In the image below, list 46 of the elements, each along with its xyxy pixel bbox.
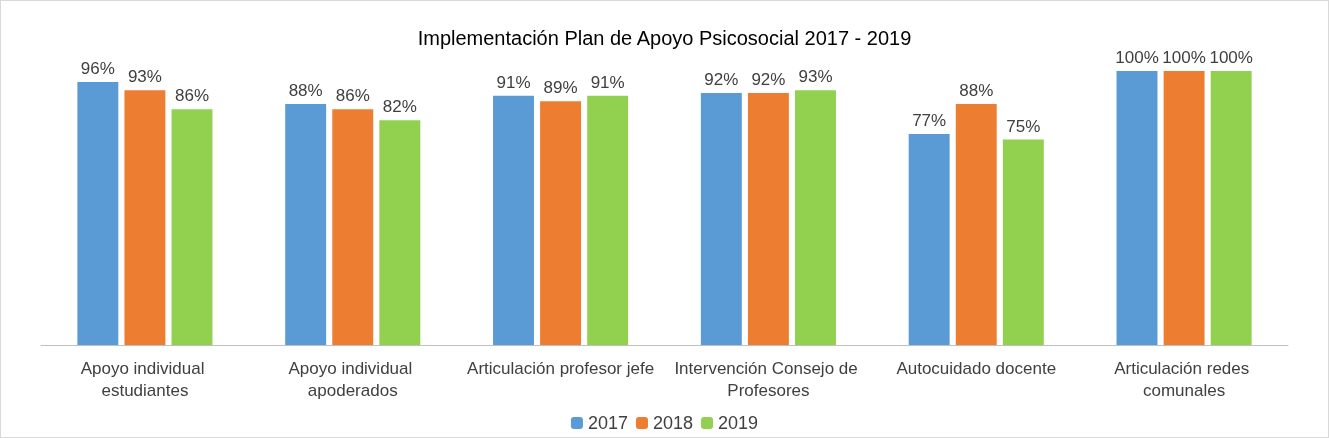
bar	[332, 109, 374, 345]
bar	[955, 103, 997, 345]
data-label: 86%	[174, 86, 210, 106]
bar	[1002, 139, 1044, 345]
data-label: 92%	[704, 69, 739, 89]
x-tick-label: Articulación redes comunales	[1114, 358, 1255, 400]
data-label: 77%	[912, 111, 947, 131]
data-label: 91%	[496, 72, 531, 92]
bar	[700, 92, 742, 345]
x-tick-label: Apoyo individual apoderados	[288, 358, 418, 400]
data-label: 75%	[1006, 116, 1041, 136]
data-label: 88%	[288, 80, 323, 100]
data-label: 93%	[798, 67, 833, 87]
legend-label: 2017	[587, 413, 628, 433]
bar	[1210, 71, 1252, 345]
data-label: 100%	[1115, 48, 1159, 67]
x-tick-label: Apoyo individual estudiantes	[80, 358, 210, 400]
data-label: 86%	[335, 86, 370, 106]
x-tick-label: Intervención Consejo de Profesores	[674, 358, 863, 400]
bar	[379, 120, 421, 345]
data-label: 100%	[1209, 48, 1253, 67]
legend-label: 2018	[652, 413, 694, 433]
data-label: 91%	[590, 72, 625, 92]
data-label: 82%	[382, 97, 417, 117]
x-tick-label: Articulación profesor jefe	[467, 358, 655, 378]
bar	[908, 134, 950, 345]
bar	[1163, 71, 1205, 345]
bar	[171, 109, 213, 345]
bar	[795, 90, 836, 345]
x-tick-label: Autocuidado docente	[896, 358, 1057, 378]
bar	[493, 95, 534, 345]
bar	[1116, 71, 1158, 345]
bar	[747, 92, 789, 345]
data-label: 88%	[959, 80, 994, 100]
data-label: 93%	[127, 67, 162, 87]
data-label: 96%	[80, 58, 115, 78]
legend-label: 2019	[718, 413, 759, 433]
bar	[587, 95, 629, 345]
bar	[77, 81, 119, 345]
bar	[540, 101, 582, 345]
data-label: 89%	[543, 78, 578, 98]
data-label: 92%	[751, 69, 786, 89]
bar	[285, 103, 327, 345]
data-label: 100%	[1162, 48, 1206, 67]
bar	[124, 90, 166, 345]
chart-title: Implementación Plan de Apoyo Psicosocial 2017 - 2019	[417, 27, 912, 49]
